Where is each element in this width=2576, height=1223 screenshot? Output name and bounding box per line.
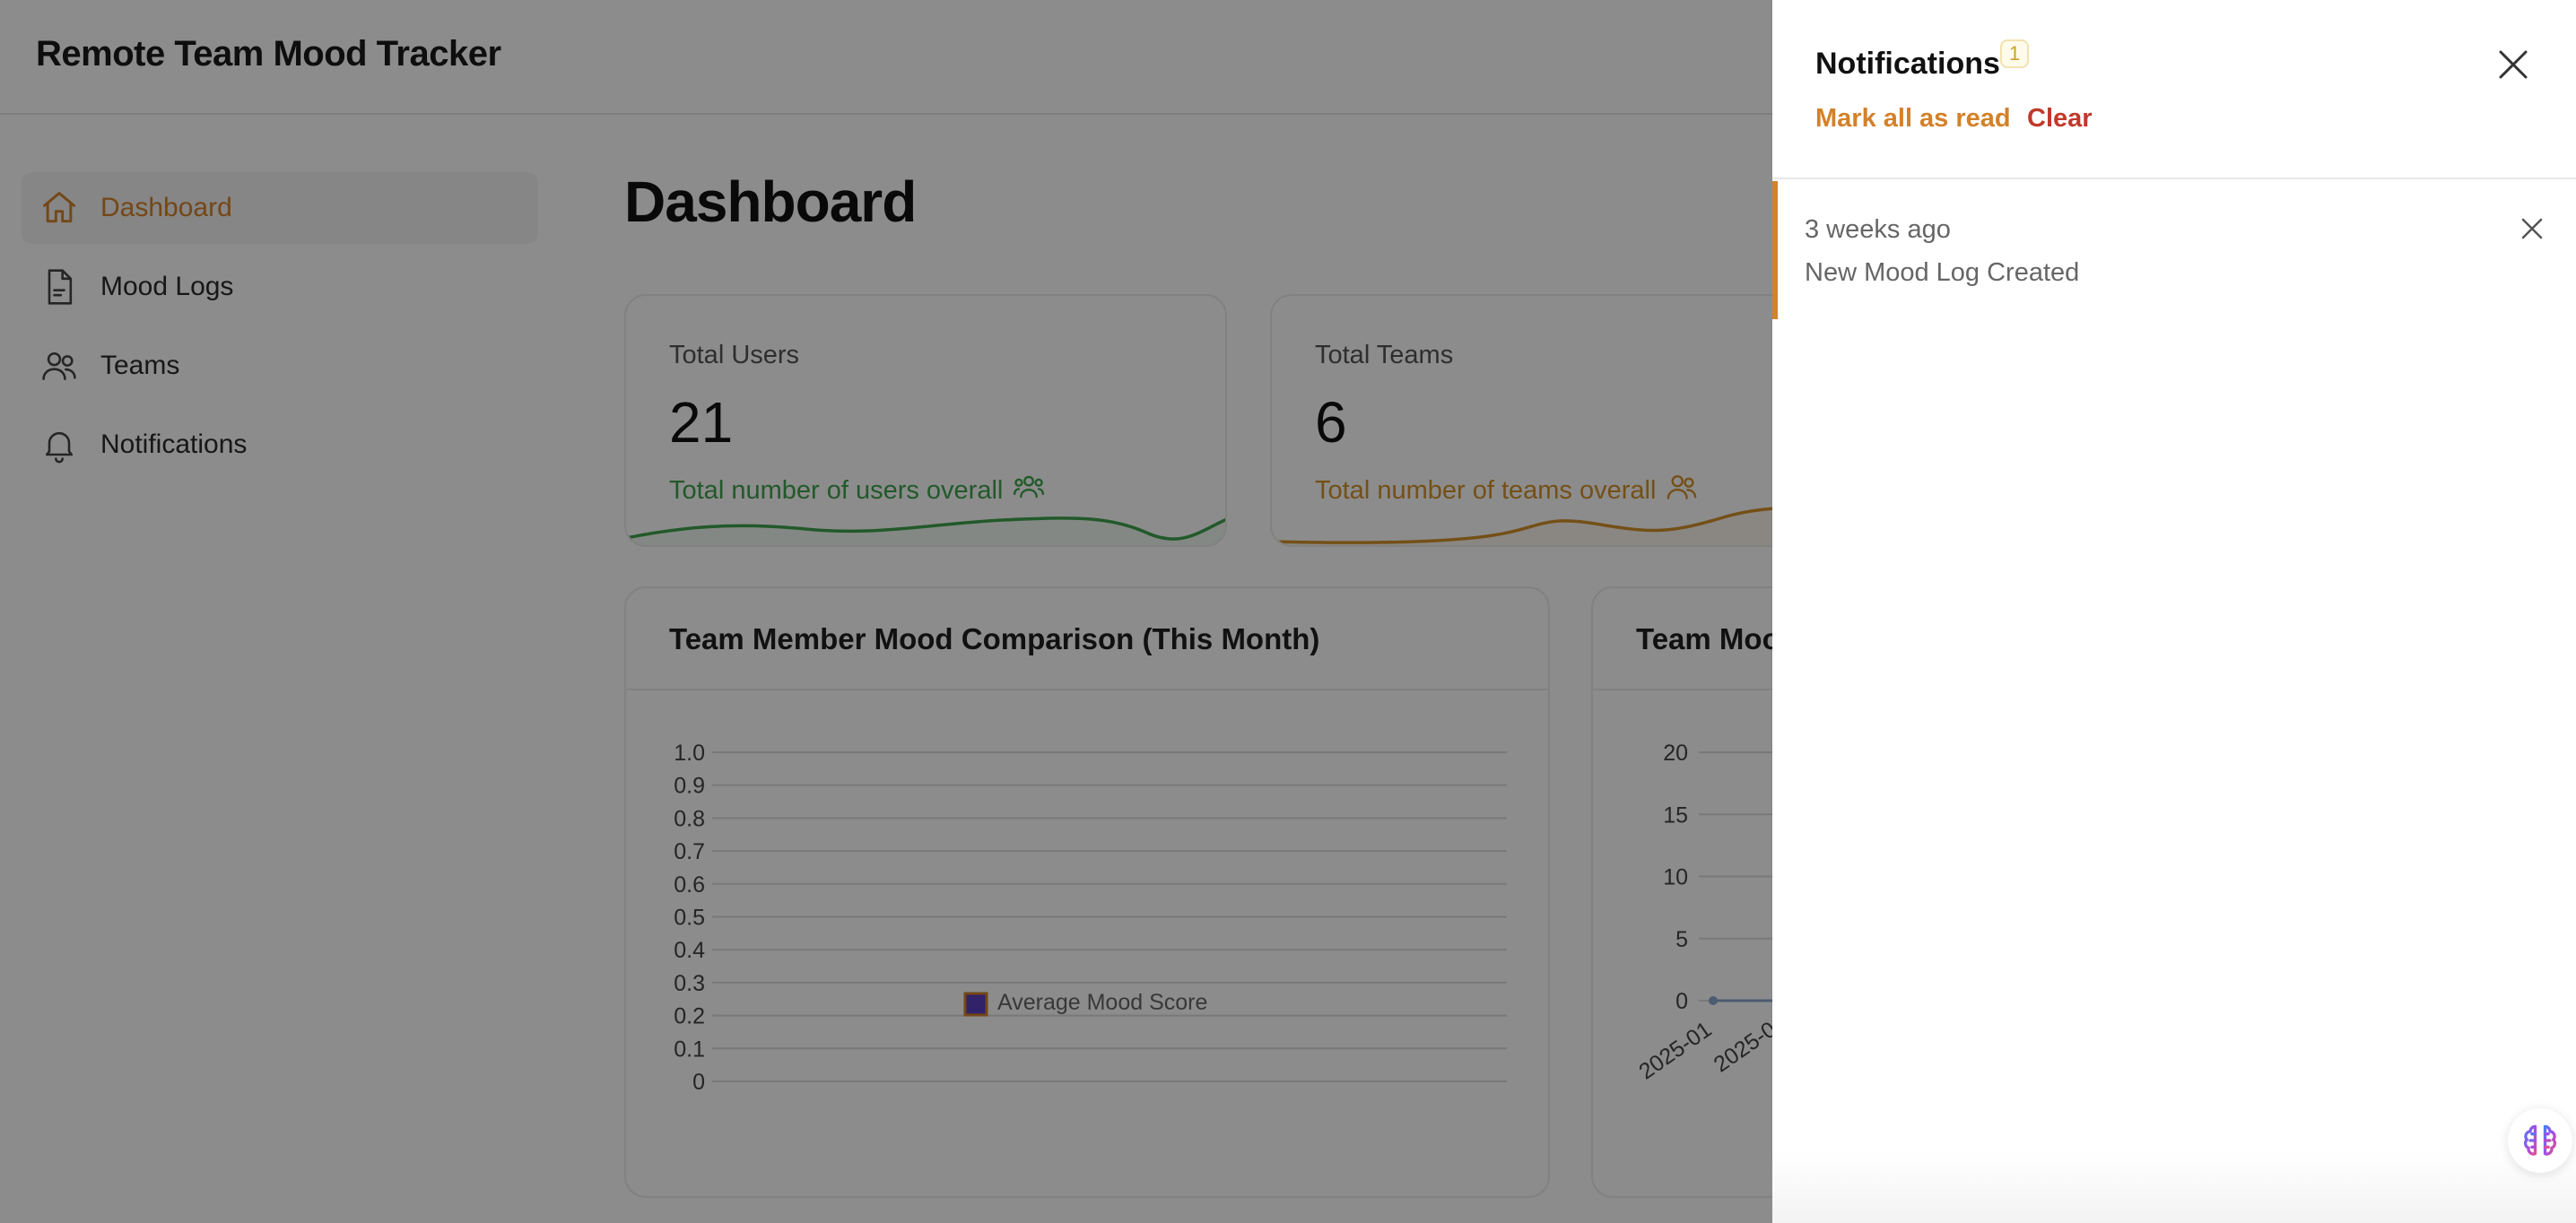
stat-card-users: Total Users 21 Total number of users ove… <box>624 294 1227 547</box>
users-icon <box>38 344 81 387</box>
y-tick-label: 0 <box>692 1070 705 1095</box>
stat-value: 6 <box>1315 390 1347 455</box>
bell-icon <box>38 423 81 466</box>
drawer-header: Notifications 1 Mark all as read Clear <box>1772 0 2576 179</box>
y-tick-label: 0.4 <box>674 938 705 963</box>
close-drawer-button[interactable] <box>2495 47 2531 82</box>
y-tick-label: 0.7 <box>674 839 705 864</box>
close-icon <box>2521 218 2543 239</box>
y-tick-label: 10 <box>1663 865 1688 890</box>
brain-icon <box>2523 1124 2557 1156</box>
stat-description: Total number of users overall <box>669 470 1046 511</box>
document-icon <box>38 265 81 308</box>
sidebar-item-notifications[interactable]: Notifications <box>22 409 538 481</box>
dismiss-notification-button[interactable] <box>2519 215 2546 242</box>
y-tick-label: 0.5 <box>674 906 705 931</box>
sidebar-item-label: Dashboard <box>100 193 232 222</box>
y-tick-label: 0.6 <box>674 872 705 898</box>
mood-comparison-chart: 1.0 0.9 0.8 0.7 0.6 0.5 0.4 0.3 0.2 0.1 0 Average … <box>674 741 1507 1095</box>
home-icon <box>38 186 81 230</box>
y-tick-label: 20 <box>1663 741 1688 766</box>
y-axis-ticks: 20 15 10 5 0 <box>1663 741 1688 1014</box>
divider <box>626 689 1548 690</box>
drawer-title: Notifications <box>1815 47 2000 81</box>
sidebar-item-label: Notifications <box>100 429 248 459</box>
y-tick-label: 15 <box>1663 802 1688 828</box>
chart-title: Team Member Mood Comparison (This Month) <box>669 622 1320 655</box>
stat-value: 21 <box>669 390 734 455</box>
chart-card-mood-comparison: Team Member Mood Comparison (This Month)… <box>624 586 1550 1198</box>
sidebar: Dashboard Mood Logs Teams <box>22 172 538 488</box>
sidebar-item-label: Mood Logs <box>100 272 234 301</box>
clear-button[interactable]: Clear <box>2027 104 2093 133</box>
stat-label: Total Users <box>669 341 800 369</box>
sidebar-item-mood-logs[interactable]: Mood Logs <box>22 251 538 323</box>
stat-description-text: Total number of users overall <box>669 475 1004 505</box>
users-sparkline <box>626 516 1225 545</box>
mark-all-read-button[interactable]: Mark all as read <box>1815 104 2011 133</box>
notification-text: New Mood Log Created <box>1805 258 2080 287</box>
y-tick-label: 0.9 <box>674 774 705 799</box>
page-title: Dashboard <box>624 169 917 234</box>
y-tick-label: 0 <box>1675 989 1688 1014</box>
chart-legend: Average Mood Score <box>963 990 1207 1017</box>
app-header: Remote Team Mood Tracker <box>0 0 2576 115</box>
sidebar-item-dashboard[interactable]: Dashboard <box>22 172 538 244</box>
users-icon <box>1012 470 1046 511</box>
y-tick-label: 0.3 <box>674 971 705 996</box>
stat-description-text: Total number of teams overall <box>1315 475 1657 505</box>
y-tick-label: 0.1 <box>674 1037 705 1062</box>
close-icon <box>2499 50 2528 79</box>
teams-icon <box>1665 470 1699 511</box>
notification-time: 3 weeks ago <box>1805 215 1951 244</box>
y-tick-label: 0.2 <box>674 1004 705 1029</box>
chart-grid <box>712 751 1507 1082</box>
notification-item[interactable]: 3 weeks ago New Mood Log Created <box>1772 181 2576 319</box>
sidebar-item-label: Teams <box>100 351 180 380</box>
drawer-bottom-shade <box>1772 1151 2576 1223</box>
y-axis-ticks: 1.0 0.9 0.8 0.7 0.6 0.5 0.4 0.3 0.2 0.1 0 <box>674 741 705 1095</box>
legend-label: Average Mood Score <box>997 990 1207 1015</box>
stat-label: Total Teams <box>1315 341 1454 369</box>
legend-swatch <box>963 992 988 1017</box>
stat-description: Total number of teams overall <box>1315 470 1699 511</box>
app-title: Remote Team Mood Tracker <box>36 34 501 74</box>
y-tick-label: 0.8 <box>674 806 705 831</box>
teams-sparkline <box>1272 507 1871 545</box>
notifications-drawer: Notifications 1 Mark all as read Clear 3… <box>1772 0 2576 1223</box>
ai-assistant-button[interactable] <box>2508 1108 2572 1173</box>
chart-title: Team Moo <box>1636 622 1780 655</box>
data-point <box>1709 996 1718 1005</box>
y-tick-label: 5 <box>1675 927 1688 952</box>
sidebar-item-teams[interactable]: Teams <box>22 330 538 402</box>
unread-count-badge: 1 <box>2000 39 2030 68</box>
y-tick-label: 1.0 <box>674 741 705 766</box>
